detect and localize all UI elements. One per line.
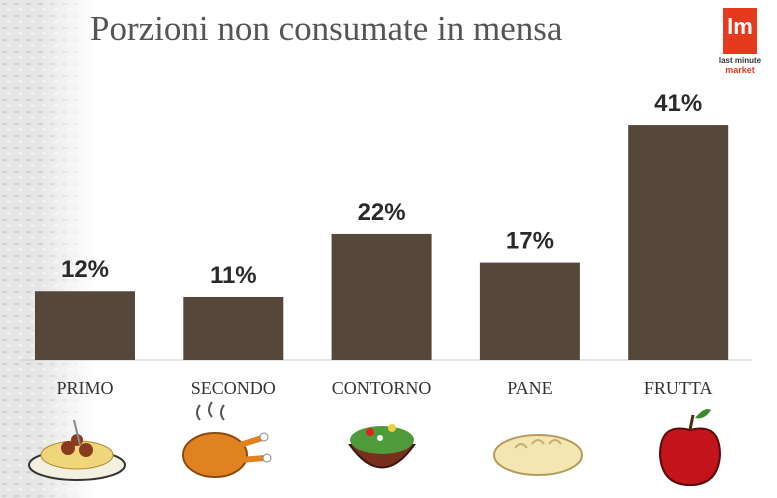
- x-tick-label: PANE: [507, 378, 552, 398]
- icons: [28, 401, 722, 487]
- logo-box: [723, 8, 757, 54]
- bar: [628, 125, 729, 360]
- bar: [331, 233, 432, 360]
- icon-bread: [493, 434, 583, 476]
- logo-text: last minute: [719, 56, 762, 65]
- x-tick-label: FRUTTA: [644, 378, 713, 398]
- icon-salad: [348, 424, 416, 469]
- icon-chicken: [182, 401, 272, 478]
- chart-title: Porzioni non consumate in mensa: [90, 9, 563, 48]
- logo-text: market: [725, 65, 755, 75]
- x-tick-label: CONTORNO: [332, 378, 432, 398]
- icon-pasta: [28, 419, 126, 481]
- x-tick-label: SECONDO: [191, 378, 276, 398]
- value-label: 11%: [210, 262, 257, 289]
- bar: [35, 291, 135, 360]
- bar: [183, 296, 284, 360]
- value-label: 12%: [61, 256, 109, 283]
- value-label: 22%: [358, 199, 406, 226]
- value-label: 41%: [654, 90, 702, 117]
- icon-apple: [658, 409, 722, 487]
- logo-mark: lm: [727, 14, 753, 39]
- value-label: 17%: [506, 228, 554, 255]
- logo: lm last minute market: [719, 8, 762, 75]
- bar: [479, 262, 580, 360]
- texture-fade: [40, 0, 95, 498]
- x-tick-label: PRIMO: [56, 378, 113, 398]
